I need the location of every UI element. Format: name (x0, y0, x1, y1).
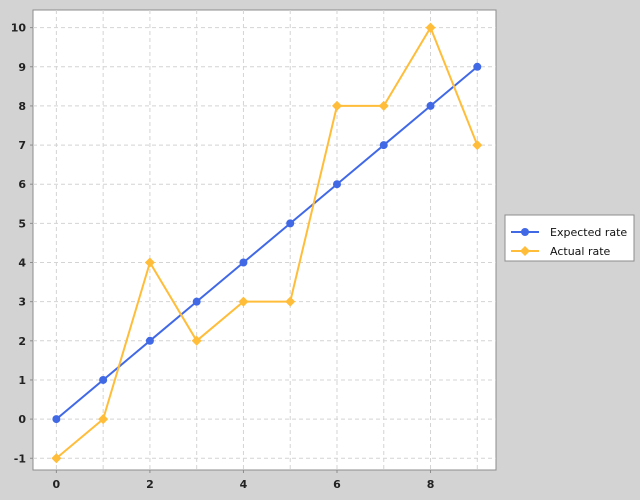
x-tick-label: 2 (146, 478, 154, 491)
y-tick-label: 4 (18, 257, 26, 270)
y-tick-label: 3 (18, 296, 26, 309)
x-tick-label: 8 (427, 478, 435, 491)
series-line-expected-rate (55, 65, 478, 420)
axes: -1 0 1 2 3 4 5 6 7 8 9 10 0 2 4 6 8 (11, 22, 435, 491)
y-tick-label: 0 (18, 413, 26, 426)
legend-actual-rate-label: Actual rate (550, 245, 611, 258)
data-point-expected-rate (145, 336, 154, 345)
y-tick-label: 6 (18, 178, 26, 191)
legend-actual-rate-marker (520, 246, 530, 256)
series-line-actual-rate (55, 26, 479, 460)
y-tick-label: 1 (18, 374, 26, 387)
data-point-expected-rate (52, 415, 61, 424)
data-point-actual-rate (144, 257, 155, 268)
y-tick-label: 7 (18, 139, 26, 152)
y-tick-label: 10 (11, 22, 27, 35)
data-point-actual-rate (238, 296, 249, 307)
data-point-expected-rate (473, 62, 482, 71)
y-tick-label: 9 (18, 61, 26, 74)
y-tick-label: 5 (18, 217, 26, 230)
data-point-expected-rate (379, 141, 388, 150)
y-tick-label: -1 (14, 452, 26, 465)
data-point-expected-rate (99, 375, 108, 384)
legend-expected-rate-marker (521, 228, 529, 236)
y-tick-label: 2 (18, 335, 26, 348)
data-point-actual-rate (98, 414, 109, 425)
data-point-expected-rate (332, 180, 341, 189)
x-tick-label: 4 (240, 478, 248, 491)
data-point-actual-rate (331, 100, 342, 111)
data-point-actual-rate (285, 296, 296, 307)
legend: Expected rate Actual rate (504, 214, 635, 262)
data-point-expected-rate (192, 297, 201, 306)
plot-area (32, 9, 497, 471)
x-tick-label: 0 (53, 478, 61, 491)
legend-expected-rate-label: Expected rate (550, 226, 627, 239)
data-point-expected-rate (239, 258, 248, 267)
data-point-actual-rate (378, 100, 389, 111)
data-point-actual-rate (472, 140, 483, 151)
y-tick-label: 8 (18, 100, 26, 113)
data-point-expected-rate (286, 219, 295, 228)
data-point-expected-rate (426, 101, 435, 110)
data-point-actual-rate (425, 22, 436, 33)
data-point-actual-rate (191, 335, 202, 346)
series-layer (51, 22, 483, 464)
data-point-actual-rate (51, 453, 62, 464)
x-tick-label: 6 (333, 478, 341, 491)
